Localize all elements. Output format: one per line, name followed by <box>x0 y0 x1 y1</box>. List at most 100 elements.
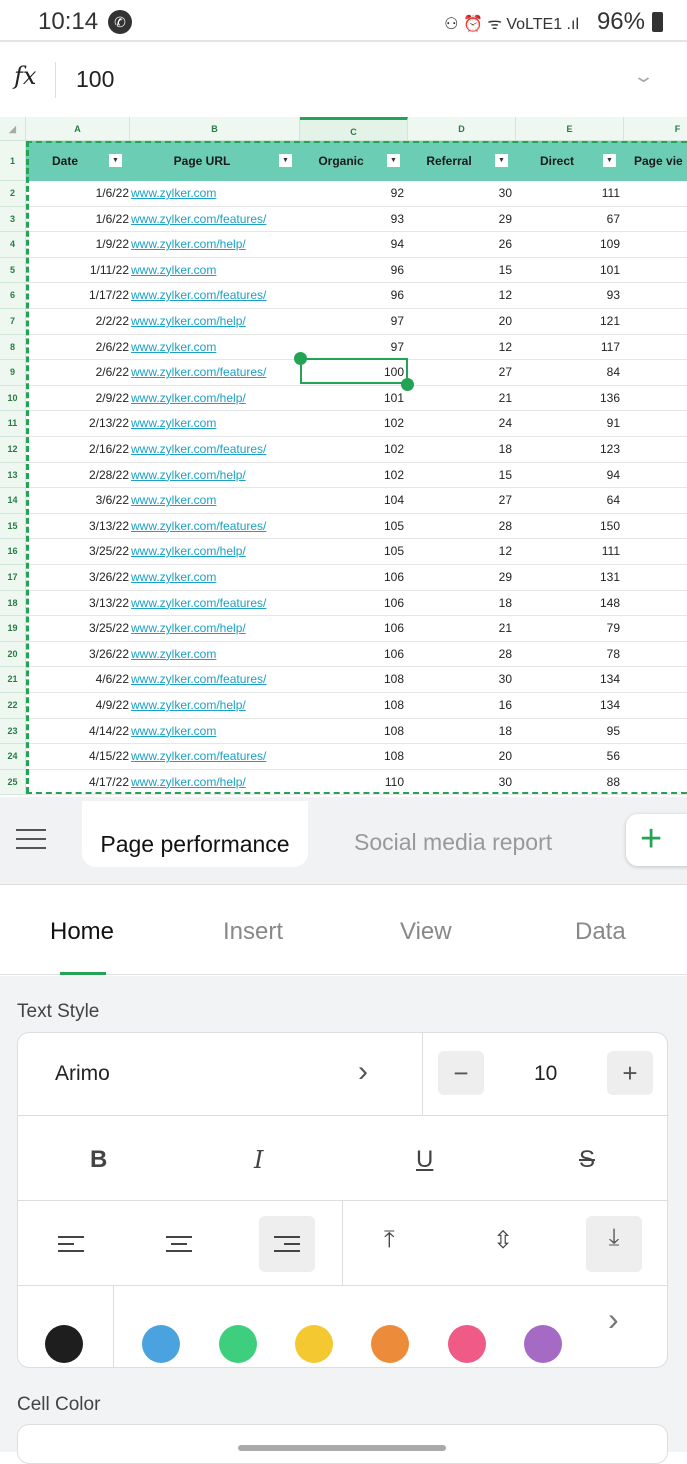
row-header[interactable]: 1 <box>0 141 26 181</box>
row-header[interactable]: 20 <box>0 641 26 668</box>
row-header[interactable]: 24 <box>0 744 26 770</box>
cell[interactable]: 3/13/22 <box>88 518 129 533</box>
cell[interactable]: 106 <box>383 621 404 636</box>
cell[interactable]: 91 <box>606 416 620 431</box>
cell[interactable]: 150 <box>599 518 620 533</box>
row-header[interactable]: 22 <box>0 693 26 719</box>
cell[interactable]: 108 <box>383 698 404 712</box>
add-sheet-button[interactable]: + <box>626 814 687 866</box>
column-header-d[interactable]: D <box>408 117 516 141</box>
cell[interactable]: 15 <box>498 262 512 277</box>
cell[interactable]: 56 <box>606 749 620 764</box>
cell[interactable]: 102 <box>383 416 404 431</box>
cell[interactable]: 108 <box>383 723 404 738</box>
cell[interactable]: 2/9/22 <box>95 390 129 405</box>
row-header[interactable]: 4 <box>0 232 26 258</box>
url-link[interactable]: www.zylker.com <box>131 262 217 277</box>
row-header[interactable]: 5 <box>0 257 26 284</box>
cell[interactable]: 2/6/22 <box>95 365 129 380</box>
cell[interactable]: 104 <box>383 493 404 508</box>
cell[interactable]: 92 <box>390 186 404 200</box>
url-link[interactable]: www.zylker.com/features/ <box>131 595 267 610</box>
decrease-font-size-button[interactable]: − <box>438 1051 484 1095</box>
underline-button[interactable]: U <box>416 1146 434 1173</box>
cell[interactable]: 3/26/22 <box>88 570 129 584</box>
cell[interactable]: 12 <box>498 288 512 303</box>
tab-insert[interactable]: Insert <box>223 918 284 945</box>
cell[interactable]: 2/13/22 <box>88 416 129 431</box>
url-link[interactable]: www.zylker.com <box>131 570 217 584</box>
url-link[interactable]: www.zylker.com <box>131 339 217 354</box>
cell[interactable]: 3/25/22 <box>88 621 129 636</box>
cell[interactable]: 1/6/22 <box>95 211 129 226</box>
url-link[interactable]: www.zylker.com/features/ <box>131 442 267 456</box>
cell[interactable]: 105 <box>383 518 404 533</box>
cell[interactable]: 67 <box>606 211 620 226</box>
strikethrough-button[interactable]: S <box>579 1146 596 1173</box>
filter-dropdown-icon[interactable]: ▼ <box>603 154 616 167</box>
cell[interactable]: 29 <box>498 211 512 226</box>
select-all-corner[interactable]: ◢ <box>0 117 26 141</box>
url-link[interactable]: www.zylker.com/features/ <box>131 211 267 226</box>
menu-icon[interactable] <box>16 829 46 856</box>
text-color-swatch[interactable] <box>142 1325 180 1363</box>
cell[interactable]: 101 <box>383 390 404 405</box>
cell[interactable]: 93 <box>606 288 620 303</box>
row-header[interactable]: 23 <box>0 718 26 745</box>
cell[interactable]: 106 <box>383 570 404 584</box>
url-link[interactable]: www.zylker.com/features/ <box>131 749 267 764</box>
cell[interactable]: 101 <box>599 262 620 277</box>
cell[interactable]: 2/6/22 <box>95 339 129 354</box>
url-link[interactable]: www.zylker.com/help/ <box>131 314 246 328</box>
row-header[interactable]: 14 <box>0 488 26 514</box>
column-header-f[interactable]: F <box>624 117 687 141</box>
row-header[interactable]: 17 <box>0 565 26 591</box>
increase-font-size-button[interactable]: + <box>607 1051 653 1095</box>
selected-cell[interactable] <box>300 358 408 384</box>
align-center-icon[interactable] <box>166 1236 192 1257</box>
cell[interactable]: 136 <box>599 390 620 405</box>
cell[interactable]: 111 <box>601 544 620 559</box>
cell[interactable]: 4/6/22 <box>95 672 129 687</box>
url-link[interactable]: www.zylker.com/help/ <box>131 390 246 405</box>
row-header[interactable]: 19 <box>0 616 26 642</box>
formula-input[interactable]: 100 <box>76 66 115 92</box>
tab-view[interactable]: View <box>400 918 452 945</box>
valign-bottom-button[interactable]: ⤓ <box>586 1216 642 1272</box>
cell[interactable]: 148 <box>599 595 620 610</box>
cell[interactable]: 117 <box>600 339 620 354</box>
cell[interactable]: 3/6/22 <box>95 493 129 508</box>
cell[interactable]: 95 <box>606 723 620 738</box>
text-color-swatch[interactable] <box>45 1325 83 1363</box>
cell[interactable]: 18 <box>498 442 512 456</box>
row-header[interactable]: 15 <box>0 513 26 540</box>
cell[interactable]: 1/9/22 <box>95 237 129 252</box>
cell[interactable]: 93 <box>390 211 404 226</box>
cell[interactable]: 26 <box>498 237 512 252</box>
cell[interactable]: 28 <box>498 518 512 533</box>
cell[interactable]: 106 <box>383 595 404 610</box>
column-header-a[interactable]: A <box>26 117 130 141</box>
text-color-swatch[interactable] <box>448 1325 486 1363</box>
cell[interactable]: 28 <box>498 646 512 661</box>
cell[interactable]: 12 <box>498 544 512 559</box>
url-link[interactable]: www.zylker.com/features/ <box>131 672 267 687</box>
cell[interactable]: 96 <box>390 288 404 303</box>
url-link[interactable]: www.zylker.com/help/ <box>131 467 246 482</box>
cell[interactable]: 4/9/22 <box>95 698 129 712</box>
cell[interactable]: 18 <box>498 595 512 610</box>
filter-dropdown-icon[interactable]: ▼ <box>387 154 400 167</box>
cell[interactable]: 30 <box>498 672 512 687</box>
cell[interactable]: 110 <box>384 774 404 789</box>
row-header[interactable]: 13 <box>0 462 26 489</box>
url-link[interactable]: www.zylker.com <box>131 493 217 508</box>
cell[interactable]: 102 <box>383 467 404 482</box>
row-header[interactable]: 2 <box>0 181 26 207</box>
cell[interactable]: 96 <box>390 262 404 277</box>
cell[interactable]: 20 <box>498 749 512 764</box>
cell[interactable]: 4/15/22 <box>88 749 129 764</box>
url-link[interactable]: www.zylker.com/help/ <box>131 237 246 252</box>
align-right-icon[interactable] <box>274 1236 300 1257</box>
cell[interactable]: 30 <box>498 774 512 789</box>
cell[interactable]: 15 <box>498 467 512 482</box>
